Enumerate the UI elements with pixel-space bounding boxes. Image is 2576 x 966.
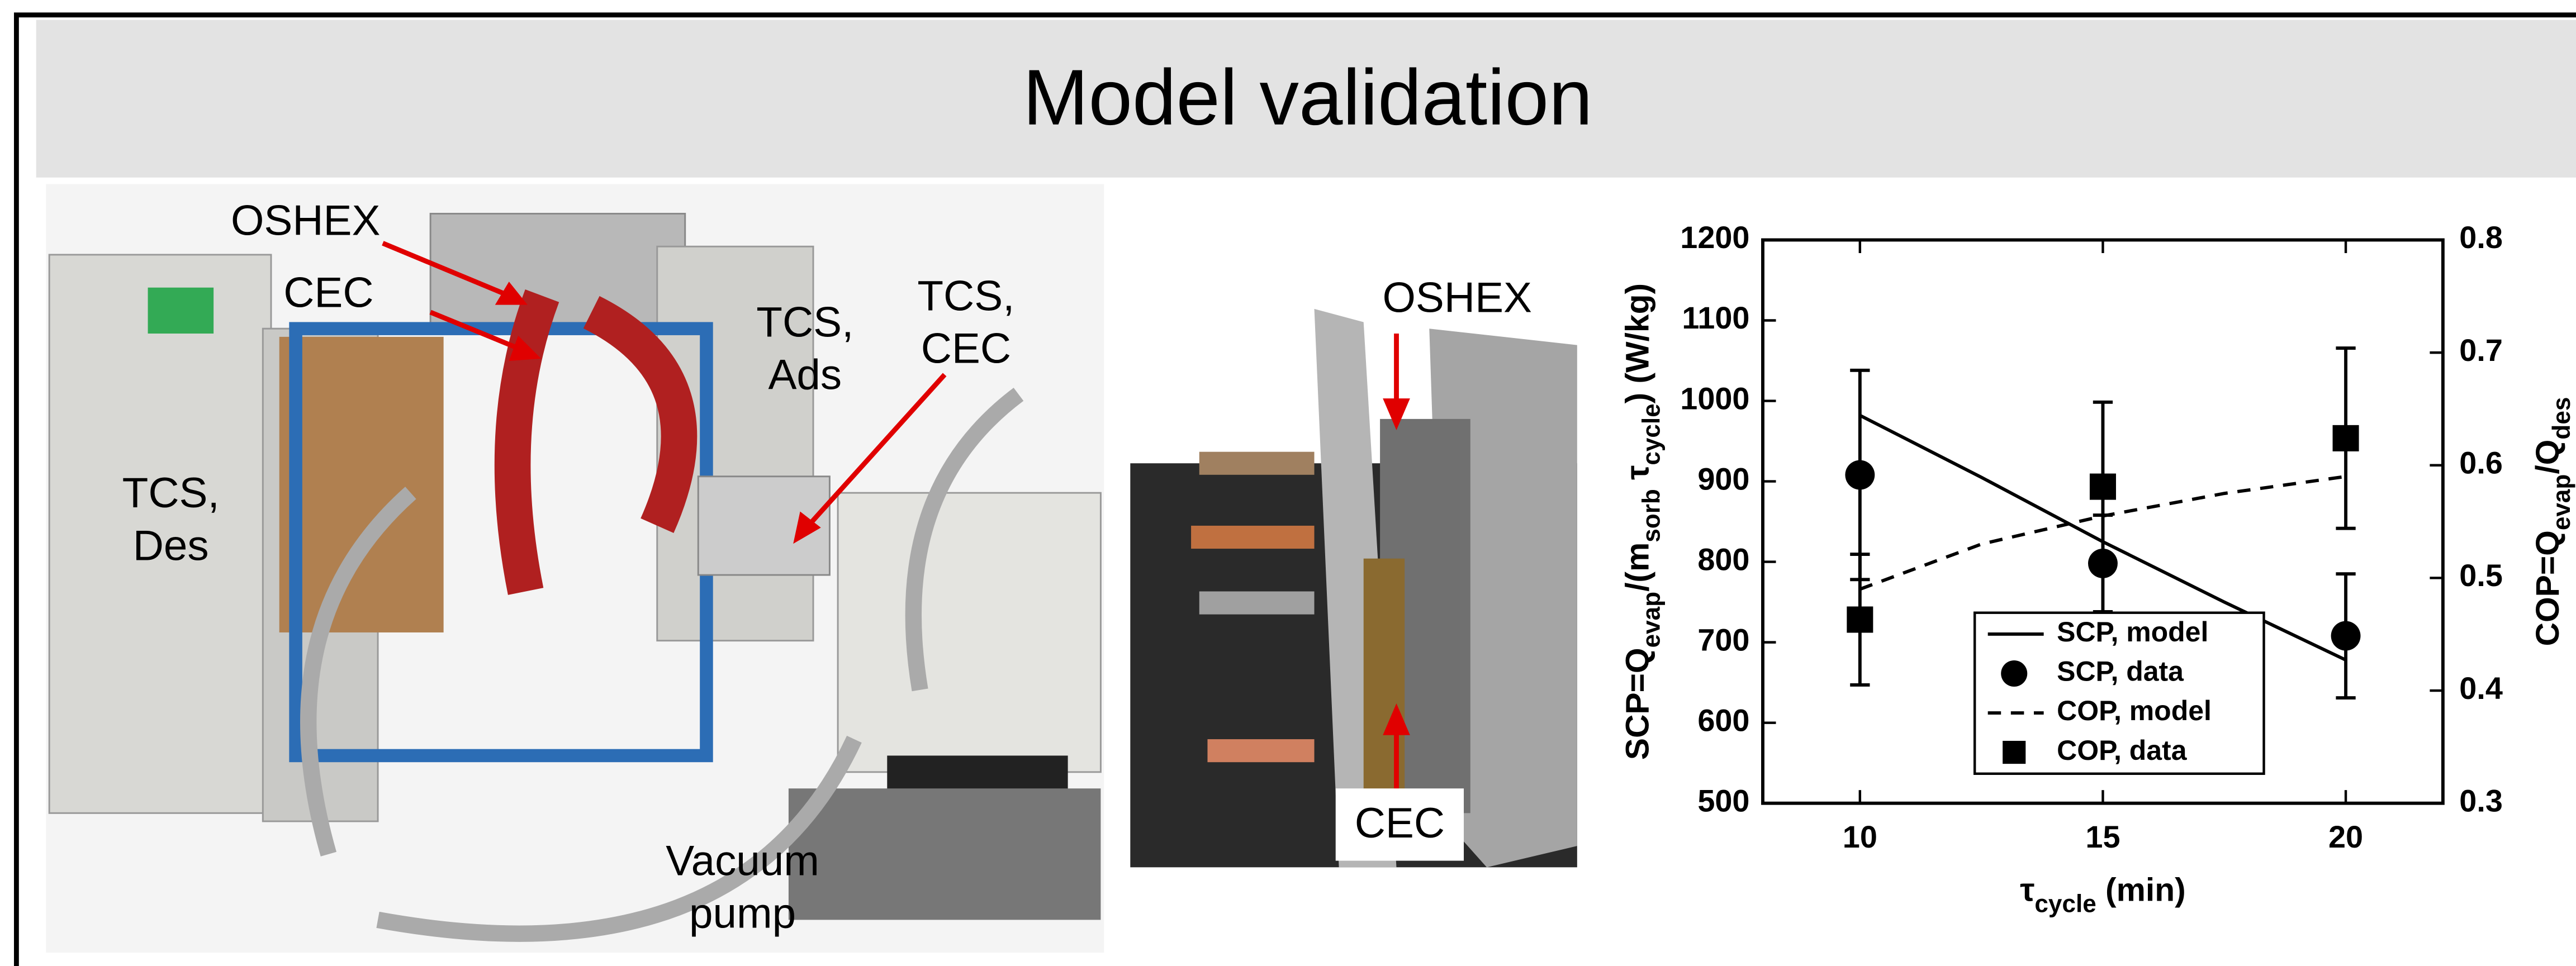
data-point [2333,425,2359,451]
photo-label: OSHEX [231,197,381,244]
y2-axis-label-part: /Q [2530,440,2566,474]
y2-tick-label: 0.6 [2459,445,2503,480]
y2-tick-label: 0.7 [2459,332,2503,368]
photo-label: Ads [768,351,842,399]
y-tick-label: 1200 [1680,220,1749,255]
photo-label: TCS, [122,469,220,517]
y-tick-label: 700 [1697,622,1749,657]
slide-title: Model validation [1023,53,1593,141]
x-axis-label-part: cycle [2034,891,2096,918]
data-point [2331,621,2361,651]
data-point [1845,460,1875,490]
y-tick-label: 500 [1697,783,1749,818]
y2-axis-label-part: des [2548,397,2575,440]
photo-label: TCS, [756,299,853,346]
y-axis-label-part: cycle [1638,403,1666,465]
y-axis-label-part: SCP=Q [1619,648,1655,760]
y-axis-label-part: ) (W/kg) [1619,283,1655,403]
x-tick-label: 10 [1843,819,1877,854]
y-tick-label: 600 [1697,702,1749,737]
legend-label: COP, model [2057,695,2212,726]
y2-tick-label: 0.8 [2459,220,2503,255]
data-point [2090,474,2116,500]
y2-axis-label-part: COP=Q [2530,530,2566,646]
y2-tick-label: 0.4 [2459,670,2503,706]
legend-symbol [2003,741,2025,764]
y2-tick-label: 0.3 [2459,783,2503,818]
photo-label: OSHEX [1383,274,1533,321]
slide: Model validation OSHEX CEC TCS, Ads TCS, [0,0,2576,966]
x-axis-label-part: (min) [2096,872,2186,908]
y2-axis-label-part: evap [2548,474,2575,530]
legend-label: COP, data [2057,735,2188,766]
y-tick-label: 800 [1697,541,1749,577]
y-tick-label: 1100 [1682,300,1749,335]
y-axis-label-part: /(m [1619,543,1655,592]
photo-label: Vacuum [666,837,819,885]
y-tick-label: 900 [1697,461,1749,496]
legend-label: SCP, model [2057,616,2208,648]
legend-symbol [2001,660,2027,687]
x-tick-label: 20 [2328,819,2363,854]
x-tick-label: 15 [2085,819,2120,854]
y-axis-label-part: evap [1638,592,1666,648]
photo-label: pump [689,890,796,938]
photo-label: CEC [1355,800,1445,847]
data-point [1847,606,1873,632]
photo-label: CEC [283,269,373,317]
y2-tick-label: 0.5 [2459,558,2503,593]
legend-label: SCP, data [2057,656,2184,687]
photo-label: TCS, [917,272,1014,320]
y-axis-label-part: sorb [1638,489,1666,543]
photo-label: Des [133,522,209,569]
x-axis-label-part: τ [2020,872,2034,908]
y-axis-label-part: τ [1619,465,1655,489]
photo-label: CEC [921,325,1011,373]
y-tick-label: 1000 [1680,380,1749,416]
